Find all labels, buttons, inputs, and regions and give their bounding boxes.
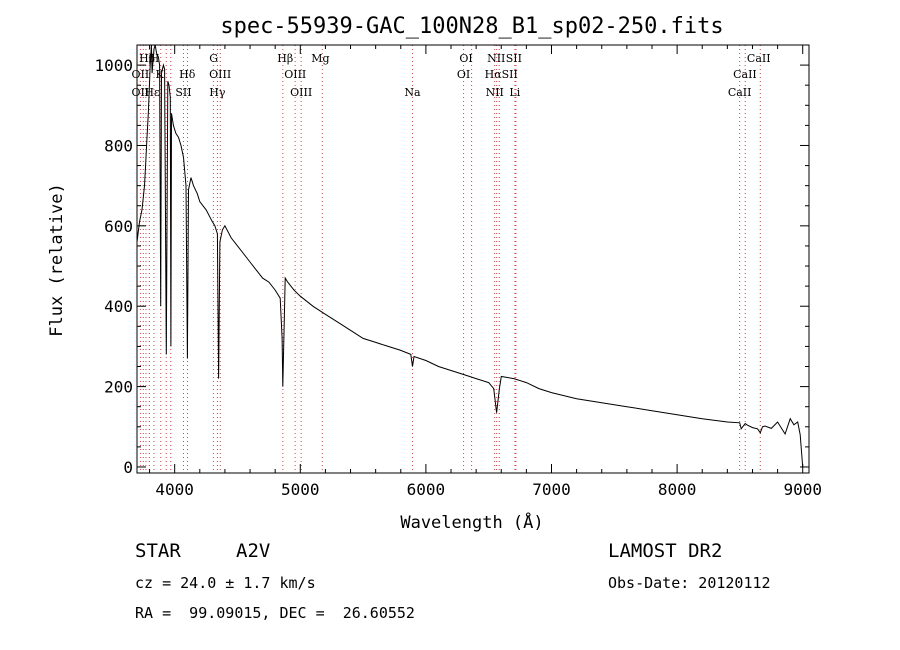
y-axis-label: Flux (relative) — [47, 183, 67, 337]
x-axis: 4000 5000 6000 7000 8000 9000 — [149, 45, 822, 499]
line-label: NII — [487, 52, 505, 65]
y-tick-label: 800 — [104, 136, 133, 155]
y-tick-label: 1000 — [94, 56, 133, 75]
redshift-text: cz = 24.0 ± 1.7 km/s — [135, 574, 316, 592]
plot-frame — [136, 44, 810, 474]
x-tick-label: 9000 — [783, 480, 822, 499]
line-label: CaII — [733, 68, 757, 81]
x-tick-label: 7000 — [532, 480, 571, 499]
line-label: SII — [506, 52, 522, 65]
line-label: SII — [175, 86, 191, 99]
line-label: Li — [509, 86, 520, 99]
line-label: HαSII — [485, 68, 518, 81]
line-label: Hβ — [277, 52, 293, 65]
survey-name: LAMOST DR2 — [608, 540, 723, 562]
line-label: CaII — [728, 86, 752, 99]
line-label: H — [150, 52, 160, 65]
observation-date: Obs-Date: 20120112 — [608, 574, 771, 592]
spectrum-line — [136, 44, 804, 468]
line-label: OII — [132, 86, 150, 99]
line-label: OIII — [284, 68, 306, 81]
y-axis: 0 200 400 600 800 1000 — [94, 44, 809, 477]
x-tick-label: 8000 — [658, 480, 697, 499]
line-label: OI — [457, 68, 470, 81]
y-tick-label: 200 — [104, 378, 133, 397]
line-label: Hε — [144, 86, 160, 99]
line-label: NII — [486, 86, 504, 99]
x-tick-label: 5000 — [281, 480, 320, 499]
line-label: OIII — [290, 86, 312, 99]
object-type: STAR — [135, 540, 181, 562]
coordinates-text: RA = 99.09015, DEC = 26.60552 — [135, 604, 415, 622]
line-label: OIII — [209, 68, 231, 81]
x-tick-label: 6000 — [407, 480, 446, 499]
line-label: OI — [459, 52, 472, 65]
line-label: Hδ — [179, 68, 196, 81]
x-tick-label: 4000 — [155, 480, 194, 499]
spectral-class: A2V — [236, 540, 271, 562]
line-label: G — [209, 52, 218, 65]
x-axis-label: Wavelength (Å) — [400, 511, 543, 533]
y-tick-label: 0 — [123, 458, 133, 477]
line-label: Na — [404, 86, 421, 99]
y-tick-label: 400 — [104, 297, 133, 316]
line-label: CaII — [747, 52, 771, 65]
line-label: Mg — [311, 52, 329, 65]
emission-line-markers — [139, 45, 761, 473]
line-label: OII — [132, 68, 150, 81]
y-tick-label: 600 — [104, 217, 133, 236]
chart-title: spec-55939-GAC_100N28_B1_sp02-250.fits — [220, 14, 723, 39]
line-label: Hγ — [209, 86, 226, 99]
